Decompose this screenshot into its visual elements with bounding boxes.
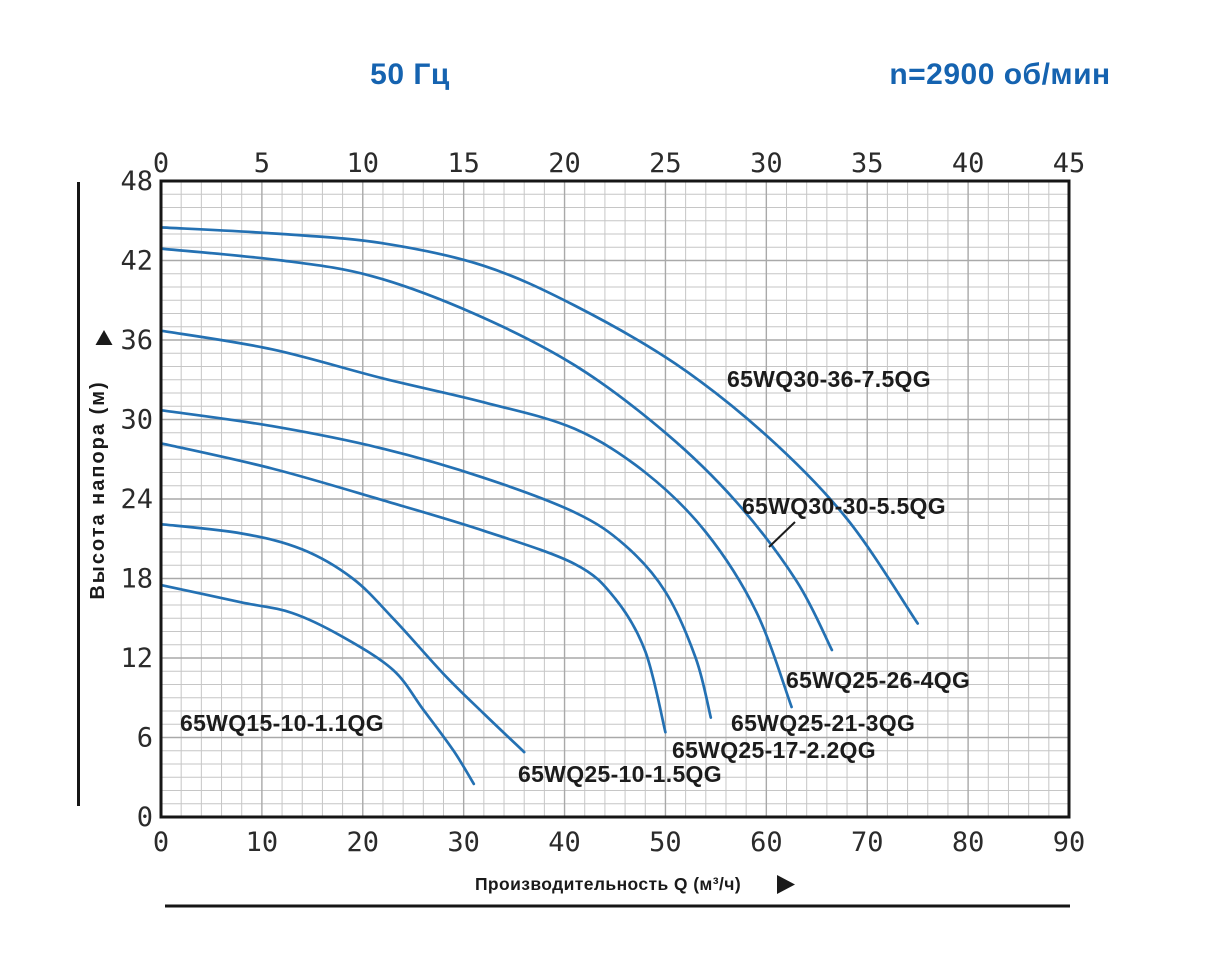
x-axis-bottom-tick: 0 [153,827,169,858]
y-axis-tick: 12 [120,643,153,674]
x-axis-bottom-tick: 20 [347,827,380,858]
x-axis-bottom-tick: 50 [649,827,682,858]
x-axis-top-tick: 15 [447,148,480,179]
x-axis-top-tick: 5 [254,148,270,179]
curve-label-65WQ25-26-4QG: 65WQ25-26-4QG [786,667,970,693]
x-axis-arrow-icon [777,875,795,894]
x-axis-top-tick: 30 [750,148,783,179]
x-axis-top-tick: 25 [649,148,682,179]
x-axis-title: Производительность Q (м³/ч) [475,874,741,894]
curve-label-65WQ25-17-2.2QG: 65WQ25-17-2.2QG [672,737,876,763]
x-axis-top-tick: 20 [548,148,581,179]
x-axis-bottom-tick: 60 [750,827,783,858]
curve-label-65WQ30-36-7.5QG: 65WQ30-36-7.5QG [727,366,931,392]
pump-curve-65WQ25-21-3QG [159,408,713,719]
pump-curve-65WQ25-10-1.5QG [159,522,526,754]
x-axis-bottom-tick: 30 [447,827,480,858]
y-axis-tick: 24 [120,484,153,515]
x-axis-top-tick: 35 [851,148,884,179]
x-axis-bottom-tick: 80 [952,827,985,858]
plot-border [159,179,1071,819]
speed-title: n=2900 об/мин [889,58,1111,91]
x-axis-bottom-tick: 90 [1053,827,1086,858]
y-axis-tick: 6 [137,723,153,754]
y-axis-tick: 30 [120,405,153,436]
pump-curve-65WQ30-36-7.5QG [159,226,920,625]
x-axis-top-tick: 40 [952,148,985,179]
y-axis-title: Высота напора (м) [87,380,109,599]
curve-label-65WQ30-30-5.5QG: 65WQ30-30-5.5QG [742,493,946,519]
curve-callout-line [768,521,796,548]
frequency-title: 50 Гц [370,58,450,91]
x-axis-top-tick: 10 [347,148,380,179]
y-axis-tick: 36 [120,325,153,356]
x-axis-top-tick: 45 [1053,148,1086,179]
y-axis-tick: 48 [120,166,153,197]
y-axis-arrow-icon [95,330,113,345]
pump-curve-65WQ25-26-4QG [159,329,793,709]
x-axis-bottom-tick: 70 [851,827,884,858]
y-axis-tick: 42 [120,246,153,277]
y-axis-tick: 0 [137,802,153,833]
x-axis-top-tick: 0 [153,148,169,179]
pump-curve-65WQ25-17-2.2QG [159,441,667,734]
y-axis-tick: 18 [120,564,153,595]
curve-label-65WQ15-10-1.1QG: 65WQ15-10-1.1QG [180,710,384,736]
x-axis-bottom-tick: 10 [246,827,279,858]
curve-label-65WQ25-10-1.5QG: 65WQ25-10-1.5QG [518,761,722,787]
pump-curve-65WQ15-10-1.1QG [159,583,476,786]
pump-curve-65WQ30-30-5.5QG [159,247,834,652]
x-axis-bottom-tick: 40 [548,827,581,858]
curve-label-65WQ25-21-3QG: 65WQ25-21-3QG [731,710,915,736]
